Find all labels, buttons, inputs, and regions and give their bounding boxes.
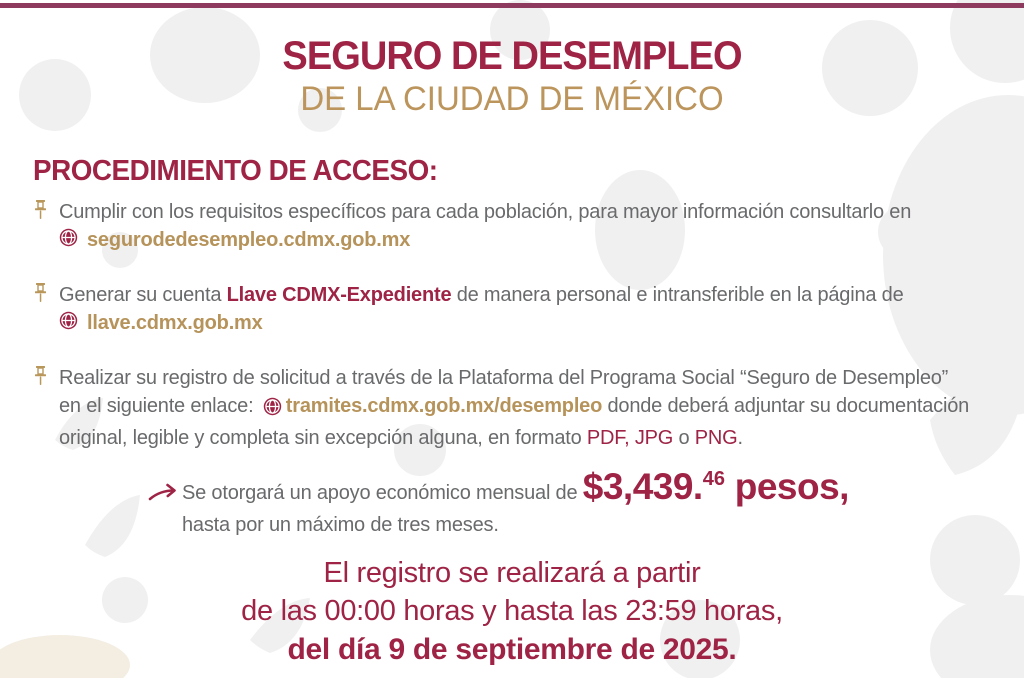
- poster-subtitle: DE LA CIUDAD DE MÉXICO: [300, 80, 724, 118]
- bullet-text-post: de manera personal e intransferible en l…: [451, 284, 904, 306]
- bullet-item-llave-cdmx: Generar su cuenta Llave CDMX-Expediente …: [33, 281, 994, 337]
- format-pdf-jpg: PDF, JPG: [586, 427, 674, 449]
- pushpin-icon: [33, 282, 48, 310]
- url-link[interactable]: tramites.cdmx.gob.mx/desempleo: [285, 395, 603, 417]
- globe-icon: [263, 396, 282, 424]
- url-link[interactable]: segurodedesempleo.cdmx.gob.mx: [87, 228, 411, 251]
- benefit-lead: Se otorgará un apoyo económico mensual d…: [182, 482, 583, 504]
- bullet-text-line3: original, legible y completa sin excepci…: [59, 424, 994, 452]
- bullet-text-line1: Realizar su registro de solicitud a trav…: [59, 367, 949, 389]
- llave-cdmx-highlight: Llave CDMX-Expediente: [226, 284, 452, 306]
- benefit-amount: $3,439.46 pesos,: [582, 466, 850, 507]
- top-accent-bar: [0, 3, 1024, 8]
- bullet-text: Generar su cuenta Llave CDMX-Expediente …: [59, 281, 994, 309]
- format-png: PNG: [694, 427, 738, 449]
- bullet-item-requisitos: Cumplir con los requisitos específicos p…: [33, 198, 994, 254]
- bullet-text-pre: en el siguiente enlace:: [59, 395, 259, 417]
- poster-title: SEGURO DE DESEMPLEO: [282, 34, 742, 78]
- format-separator: o: [673, 427, 695, 449]
- benefit-text: Se otorgará un apoyo económico mensual d…: [182, 466, 849, 538]
- benefit-amount-unit: pesos,: [724, 466, 850, 507]
- registration-notice: El registro se realizará a partir de las…: [0, 554, 1024, 670]
- registration-line-1: El registro se realizará a partir: [323, 557, 701, 589]
- bullet-text-line2: en el siguiente enlace: tramites.cdmx.go…: [59, 392, 994, 424]
- bullet-text-pre: Generar su cuenta: [59, 284, 227, 306]
- bullet-list: Cumplir con los requisitos específicos p…: [33, 198, 994, 479]
- registration-line-3: del día 9 de septiembre de 2025.: [287, 633, 737, 666]
- globe-icon: [59, 311, 78, 335]
- globe-icon: [59, 228, 78, 252]
- benefit-line-2: hasta por un máximo de tres meses.: [182, 514, 499, 536]
- formats-lead: original, legible y completa sin excepci…: [59, 427, 587, 449]
- registration-line-2: de las 00:00 horas y hasta las 23:59 hor…: [241, 595, 783, 627]
- sentence-end: .: [737, 427, 744, 449]
- bullet-text-post: donde deberá adjuntar su documentación: [602, 395, 970, 417]
- right-arrow-icon: [148, 482, 178, 509]
- pushpin-icon: [33, 199, 48, 227]
- url-link[interactable]: llave.cdmx.gob.mx: [87, 311, 263, 334]
- benefit-note: Se otorgará un apoyo económico mensual d…: [148, 466, 849, 538]
- benefit-amount-pesos: $3,439.: [582, 466, 703, 507]
- bullet-item-registro: Realizar su registro de solicitud a trav…: [33, 364, 994, 452]
- benefit-line-1: Se otorgará un apoyo económico mensual d…: [182, 466, 849, 508]
- bullet-text: Cumplir con los requisitos específicos p…: [59, 201, 912, 223]
- section-heading: PROCEDIMIENTO DE ACCESO:: [33, 155, 438, 187]
- pushpin-icon: [33, 365, 48, 393]
- bullet-link-line: llave.cdmx.gob.mx: [59, 309, 994, 337]
- poster-header: SEGURO DE DESEMPLEO DE LA CIUDAD DE MÉXI…: [0, 36, 1024, 116]
- benefit-amount-cents: 46: [702, 468, 725, 490]
- bullet-link-line: segurodedesempleo.cdmx.gob.mx: [59, 226, 994, 254]
